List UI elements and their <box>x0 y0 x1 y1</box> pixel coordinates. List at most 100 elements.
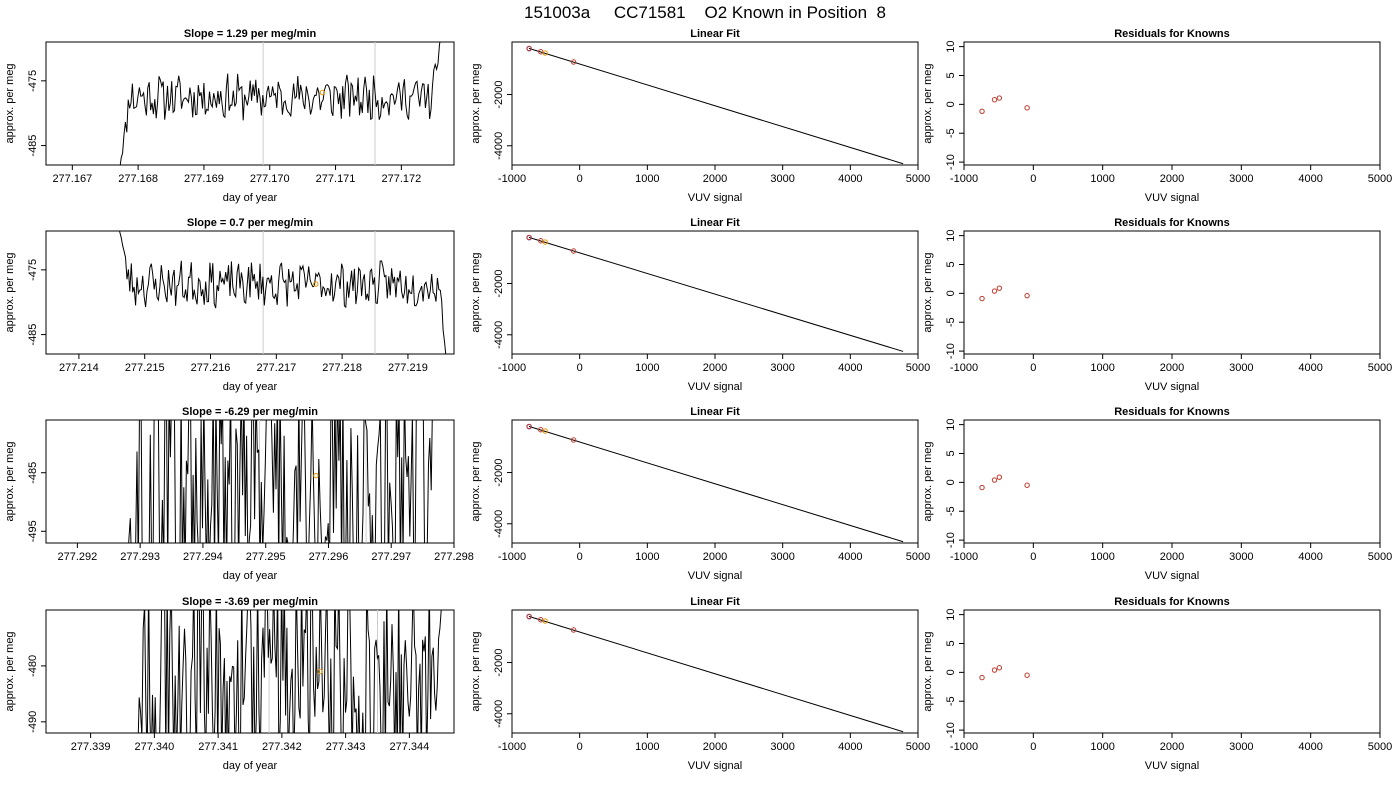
fit-line <box>528 47 904 165</box>
data-point <box>996 285 1003 291</box>
x-tick-label: 3000 <box>770 173 794 185</box>
data-point <box>996 474 1003 480</box>
plot-area <box>979 285 1030 302</box>
y-tick-label: -2000 <box>493 269 505 297</box>
y-tick-label: -10 <box>945 722 957 738</box>
x-axis-label: VUV signal <box>1145 192 1199 204</box>
y-axis-label: approx. per meg <box>922 252 934 332</box>
x-tick-label: 4000 <box>1298 173 1322 185</box>
plot-frame <box>511 230 919 355</box>
plot-area <box>979 95 1030 114</box>
panel-title: Slope = 0.7 per meg/min <box>187 217 314 229</box>
y-tick-label: -4000 <box>493 700 505 728</box>
y-axis-label: approx. per meg <box>470 63 482 143</box>
plot-frame <box>963 419 1381 544</box>
plot-frame <box>511 419 919 544</box>
x-tick-label: 277.169 <box>184 173 224 185</box>
x-tick-label: 1000 <box>635 741 659 753</box>
x-tick-label: 277.170 <box>250 173 290 185</box>
panel-row4-trace: Slope = -3.69 per meg/min day of year appr… <box>4 596 455 772</box>
x-tick-label: 277.298 <box>434 551 474 563</box>
panel-row2-trace: Slope = 0.7 per meg/min day of year approx… <box>4 217 455 393</box>
panels: Slope = 1.29 per meg/min day of year appro… <box>4 28 1392 772</box>
x-tick-label: 2000 <box>1160 362 1184 374</box>
y-tick-label: 10 <box>945 40 957 52</box>
plot-area <box>128 420 433 543</box>
x-axis-label: VUV signal <box>1145 381 1199 393</box>
plot-frame <box>45 609 455 734</box>
x-axis-label: VUV signal <box>1145 760 1199 772</box>
figure-title: 151003a CC71581 O2 Known in Position 8 <box>524 3 886 22</box>
y-axis-label: approx. per meg <box>4 631 16 711</box>
y-tick-label: -2000 <box>493 458 505 486</box>
x-axis-label: day of year <box>223 760 278 772</box>
x-tick-label: 277.172 <box>381 173 421 185</box>
data-point <box>979 484 985 491</box>
y-tick-label: 5 <box>945 72 957 78</box>
data-point <box>1024 482 1030 488</box>
x-tick-label: 277.339 <box>71 741 111 753</box>
x-tick-label: 4000 <box>838 551 862 563</box>
y-tick-label: 10 <box>945 418 957 430</box>
panel-title: Linear Fit <box>690 596 740 608</box>
sample-marker <box>319 89 326 96</box>
y-axis-label: approx. per meg <box>470 441 482 521</box>
y-tick-label: -10 <box>945 154 957 170</box>
y-tick-label: 0 <box>945 669 957 675</box>
x-tick-label: 277.171 <box>316 173 356 185</box>
x-tick-label: 4000 <box>1298 741 1322 753</box>
y-tick-label: -5 <box>945 696 957 706</box>
plot-area <box>526 613 904 733</box>
panel-title: Slope = 1.29 per meg/min <box>184 28 317 40</box>
data-trace-line <box>137 610 442 733</box>
y-tick-label: 0 <box>945 101 957 107</box>
x-tick-label: 1000 <box>1090 741 1114 753</box>
data-point <box>526 613 532 620</box>
x-tick-label: 277.340 <box>134 741 174 753</box>
x-axis-label: day of year <box>223 381 278 393</box>
x-tick-label: 0 <box>1030 173 1036 185</box>
y-tick-label: -2000 <box>493 648 505 676</box>
fit-line <box>528 615 904 733</box>
panel-title: Slope = -3.69 per meg/min <box>182 596 318 608</box>
x-tick-label: 277.343 <box>326 741 366 753</box>
y-tick-label: 5 <box>945 450 957 456</box>
panel-row2-resid: Residuals for Knowns VUV signal approx. pe… <box>922 217 1392 393</box>
data-point <box>542 50 548 56</box>
y-axis-label: approx. per meg <box>4 63 16 143</box>
y-tick-label: -495 <box>27 520 39 542</box>
plot-frame <box>963 41 1381 166</box>
x-tick-label: 1000 <box>635 362 659 374</box>
panel-row3-trace: Slope = -6.29 per meg/min day of year appr… <box>4 406 474 582</box>
data-point <box>979 674 985 681</box>
sample-marker <box>313 281 319 287</box>
panel-row4-fit: Linear Fit VUV signal approx. per meg -1000… <box>470 596 930 772</box>
panel-title: Residuals for Knowns <box>1114 596 1230 608</box>
x-tick-label: 5000 <box>1368 173 1392 185</box>
panel-title: Residuals for Knowns <box>1114 28 1230 40</box>
panel-row1-resid: Residuals for Knowns VUV signal approx. pe… <box>922 28 1392 204</box>
x-tick-label: 277.296 <box>309 551 349 563</box>
x-tick-label: 5000 <box>906 551 930 563</box>
y-tick-label: -480 <box>27 655 39 677</box>
data-point <box>542 239 548 245</box>
y-tick-label: 5 <box>945 261 957 267</box>
data-point <box>542 618 548 624</box>
x-axis-label: VUV signal <box>688 570 742 582</box>
y-tick-label: -10 <box>945 532 957 548</box>
x-tick-label: 277.341 <box>198 741 238 753</box>
panel-title: Slope = -6.29 per meg/min <box>182 406 318 418</box>
x-tick-label: 0 <box>577 173 583 185</box>
y-axis-label: approx. per meg <box>922 63 934 143</box>
x-tick-label: 3000 <box>770 362 794 374</box>
x-tick-label: -1000 <box>498 551 526 563</box>
panel-title: Linear Fit <box>690 28 740 40</box>
x-tick-label: 277.218 <box>322 362 362 374</box>
plot-frame <box>511 41 919 166</box>
y-tick-label: -5 <box>945 506 957 516</box>
x-tick-label: 3000 <box>770 741 794 753</box>
data-point <box>996 95 1003 101</box>
x-tick-label: -1000 <box>498 173 526 185</box>
x-tick-label: 277.344 <box>389 741 429 753</box>
